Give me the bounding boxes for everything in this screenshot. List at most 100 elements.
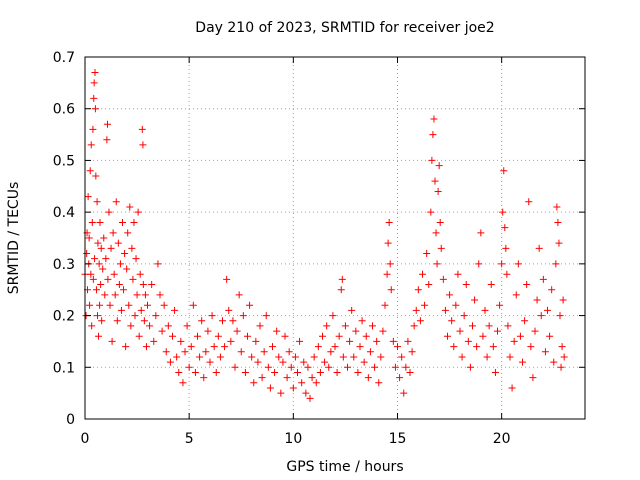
data-point [123,265,131,273]
data-point [548,286,556,294]
data-point [553,203,561,211]
data-point [277,389,285,397]
data-point [214,332,222,340]
data-point [435,162,443,170]
data-point [498,260,506,268]
data-point [130,218,138,226]
chart-title: Day 210 of 2023, SRMTID for receiver joe… [195,20,494,36]
data-point [281,332,289,340]
data-point [113,317,121,325]
data-point [95,332,103,340]
data-point [110,270,118,278]
data-point [139,281,147,289]
data-point [559,296,567,304]
data-point [121,250,129,258]
data-point [456,327,464,335]
data-point [554,218,562,226]
data-point [387,286,395,294]
data-point [93,198,101,206]
data-point [323,322,331,330]
data-point [88,322,96,330]
data-point [219,317,226,325]
data-point [144,301,151,309]
data-point [310,353,318,361]
data-point [487,281,495,289]
x-tick-label: 5 [185,431,194,447]
data-point [400,389,408,397]
data-point [539,275,547,283]
data-point [94,312,101,320]
data-point [135,332,143,340]
data-point [162,348,170,356]
data-point [185,363,193,371]
data-point [223,275,231,283]
data-point [558,343,566,351]
data-point [483,353,491,361]
data-point [519,358,526,366]
data-point [394,343,401,351]
data-point [427,208,435,216]
data-point [287,363,295,371]
data-point [416,317,424,325]
y-tick-label: 0.7 [53,50,75,66]
data-point [448,317,456,325]
x-tick-label: 0 [81,431,90,447]
data-point [83,250,91,258]
data-point [258,374,266,382]
data-point [529,374,537,382]
data-point [339,353,347,361]
y-tick-label: 0.3 [53,257,75,273]
data-point [391,363,399,371]
data-point [148,281,156,289]
data-point [160,301,168,309]
data-point [410,322,418,330]
data-point [306,394,314,402]
data-point [366,348,374,356]
data-point [252,337,260,345]
data-point [485,322,493,330]
data-point [136,270,144,278]
data-point [464,337,472,345]
data-point [302,389,310,397]
data-point [85,234,93,242]
data-point [308,374,316,382]
data-point [96,218,104,226]
data-point [198,317,206,325]
data-point [106,301,114,309]
data-point [494,327,501,335]
data-point [398,353,406,361]
y-tick-label: 0.2 [53,309,75,325]
data-point [124,229,132,237]
y-tick-label: 0.1 [53,360,75,376]
data-point [250,379,258,387]
data-point [96,301,104,309]
data-point [408,348,416,356]
data-point [235,291,243,299]
data-point [502,244,510,252]
data-point [202,348,210,356]
data-point [108,337,116,345]
data-point [544,306,551,314]
data-point [479,332,487,340]
data-point [105,208,113,216]
data-point [421,301,429,309]
data-point [506,353,514,361]
data-point [166,358,174,366]
data-point [356,343,364,351]
data-point [271,368,279,376]
data-point [216,353,224,361]
data-point [510,337,518,345]
data-point [117,306,125,314]
data-point [99,265,107,273]
data-point [133,291,141,299]
data-point [304,363,312,371]
data-point [325,363,333,371]
data-point [508,384,516,392]
data-point [138,125,146,133]
data-point [254,358,262,366]
data-point [125,301,133,309]
data-point [489,343,497,351]
data-point [229,317,237,325]
grid-lines [85,57,585,419]
data-point [90,94,98,102]
